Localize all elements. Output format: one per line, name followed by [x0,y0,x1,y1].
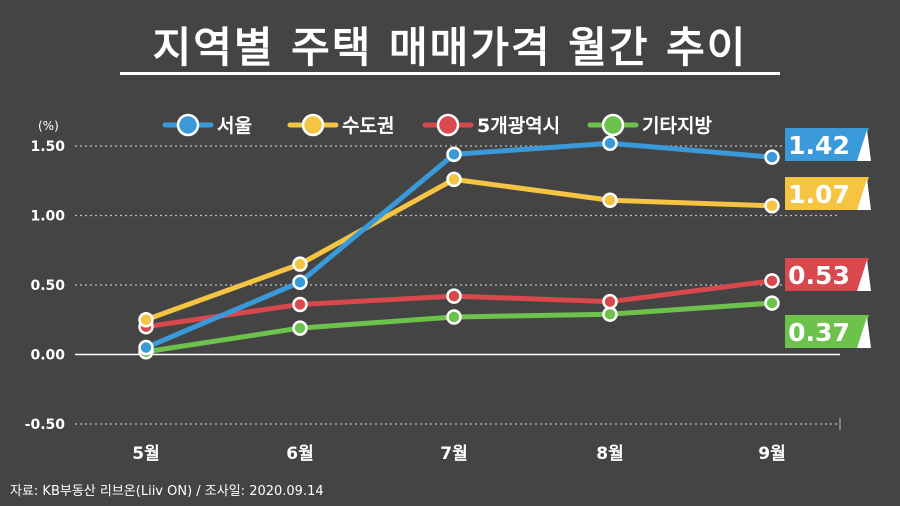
legend-label: 5개광역시 [477,115,560,137]
legend-marker-inner [443,120,453,130]
legend-marker-inner [308,120,318,130]
data-point [446,146,462,163]
x-tick-label: 5월 [132,444,159,464]
value-badge [785,128,869,161]
legend-marker-inner [608,120,618,130]
value-badge [785,315,869,348]
data-point [446,288,462,304]
title-underline [120,72,780,75]
y-tick-label: 1.50 [30,139,65,155]
y-tick-label: 0.50 [30,278,65,294]
badge-corner [857,179,871,210]
end-value-label: 0.53 [788,261,850,290]
badge-corner [857,260,871,291]
data-point [446,309,462,325]
data-point [602,293,618,310]
data-point [292,274,308,290]
data-point [446,171,462,188]
value-badge [785,258,869,291]
end-value-label: 1.42 [788,131,850,160]
badge-corner [857,130,871,161]
data-point [602,135,618,151]
data-point [292,256,308,272]
x-tick-label: 8월 [596,444,623,464]
data-point [764,295,780,311]
y-tick-label: 1.00 [30,209,65,225]
data-point [764,198,780,214]
end-value-label: 1.07 [788,180,850,209]
legend-label: 기타지방 [642,115,712,137]
x-tick-label: 9월 [758,444,785,464]
legend-label: 서울 [217,115,252,137]
data-point [764,273,780,289]
data-point [602,306,618,322]
chart-title: 지역별 주택 매매가격 월간 추이 [152,23,748,72]
data-point [138,339,154,356]
y-tick-label: 0.00 [30,348,65,364]
source-note: 자료: KB부동산 리브온(Liiv ON) / 조사일: 2020.09.14 [10,484,324,499]
data-point [138,312,154,328]
data-point [292,296,308,313]
y-tick-label: -0.50 [25,417,66,433]
data-point [602,192,618,208]
legend-label: 수도권 [342,115,394,137]
x-tick-label: 7월 [440,444,467,464]
x-tick-label: 6월 [286,444,313,464]
end-value-label: 0.37 [788,318,850,347]
data-point [292,320,308,336]
y-axis-label: (%) [38,119,59,133]
legend-marker-inner [183,120,193,130]
badge-corner [857,317,871,348]
value-badge [785,177,869,210]
data-point [764,149,780,165]
